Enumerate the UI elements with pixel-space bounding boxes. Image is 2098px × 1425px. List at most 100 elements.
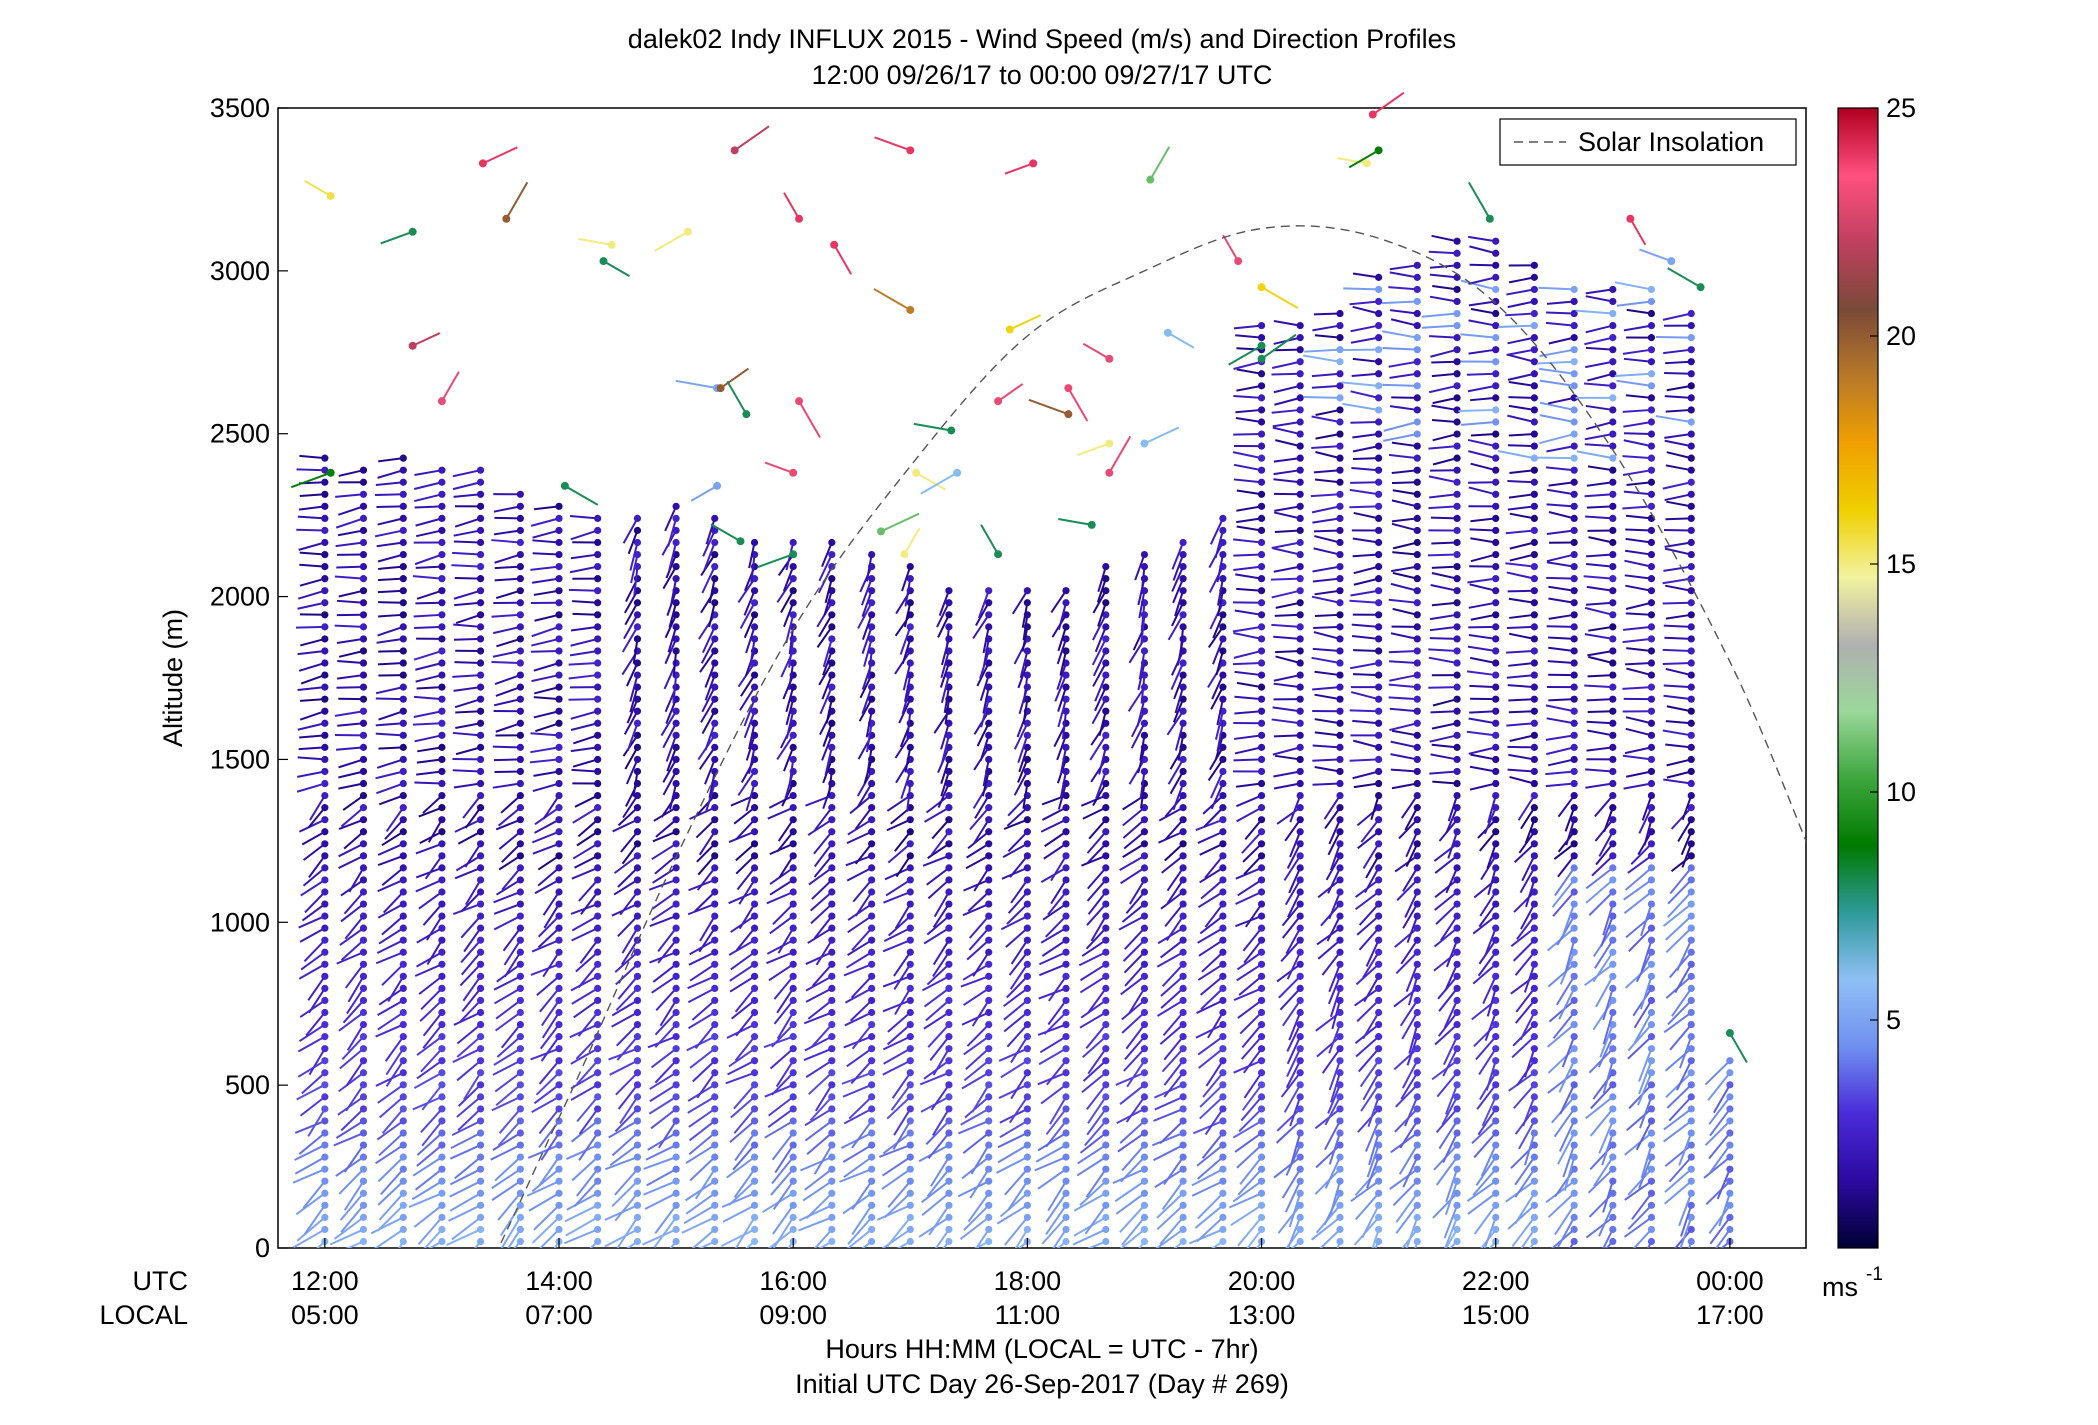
wind-barb-tail [1708, 1204, 1731, 1234]
wind-barb-tail [1382, 383, 1418, 387]
wind-barb-tail [448, 1204, 482, 1222]
wind-barb-tail [919, 1071, 950, 1086]
wind-barb-tail [1086, 903, 1107, 926]
wind-barb-point [1102, 1081, 1110, 1089]
wind-barb-point [1492, 563, 1500, 571]
wind-barb-point [1570, 346, 1578, 354]
wind-barb-tail [1081, 854, 1107, 867]
wind-barb-point [1023, 828, 1031, 836]
wind-barb-point [1102, 1008, 1110, 1017]
wind-barb-tail [1623, 357, 1652, 363]
scattered-barb-tail [505, 181, 529, 220]
wind-barb-tail [1169, 770, 1184, 795]
wind-barb-point [672, 876, 680, 884]
wind-barb-point [1102, 864, 1110, 872]
wind-barb-point [1570, 1141, 1578, 1149]
wind-barb-point [1647, 346, 1656, 354]
wind-barb-tail [973, 819, 990, 844]
wind-barb-point [1530, 948, 1538, 956]
wind-barb-point [1413, 707, 1421, 715]
wind-barb-tail [704, 662, 716, 688]
wind-barb-tail [571, 987, 599, 1005]
wind-barb-point [321, 1105, 329, 1113]
wind-barb-point [399, 1129, 407, 1137]
wind-barb-tail [1389, 674, 1418, 682]
wind-barb-tail [1091, 638, 1107, 666]
wind-barb-tail [1365, 1120, 1380, 1152]
wind-barb-point [1023, 719, 1031, 727]
wind-barb-point [750, 1093, 759, 1101]
wind-barb-point [828, 538, 836, 547]
wind-barb-point [1179, 912, 1187, 920]
wind-barb-point [476, 1033, 485, 1041]
wind-barb-tail [1427, 553, 1458, 557]
wind-barb-point [1647, 1153, 1656, 1161]
wind-barb-tail [1125, 891, 1146, 914]
wind-barb-point [1219, 1117, 1227, 1125]
wind-barb-point [438, 900, 446, 908]
wind-barb-tail [698, 927, 716, 953]
wind-barb-tail [413, 710, 443, 719]
wind-barb-tail [645, 1144, 677, 1161]
wind-barb-tail [1585, 562, 1613, 568]
wind-barb-point [1687, 779, 1695, 788]
wind-barb-point [750, 683, 759, 691]
wind-barb-tail [1508, 632, 1535, 640]
wind-barb-point [1453, 406, 1461, 414]
wind-barb-tail [1555, 975, 1576, 1006]
wind-barb-point [1492, 707, 1500, 715]
wind-barb-point [476, 611, 485, 619]
wind-barb-point [1296, 960, 1304, 968]
wind-barb-tail [1546, 503, 1575, 508]
wind-barb-point [1336, 912, 1344, 920]
scattered-barb-tail [603, 260, 630, 277]
wind-barb-point [1609, 996, 1617, 1005]
wind-barb-tail [1314, 613, 1341, 617]
wind-barb-point [1453, 1213, 1461, 1221]
wind-barb-point [476, 719, 485, 727]
wind-barb-point [1609, 1117, 1617, 1125]
wind-barb-point [1453, 1117, 1461, 1125]
wind-barb-point [1570, 297, 1578, 306]
wind-barb-tail [894, 734, 912, 759]
wind-barb-tail [1204, 1108, 1224, 1136]
wind-barb-tail [500, 794, 522, 814]
wind-barb-tail [378, 1132, 404, 1157]
wind-barb-tail [1086, 843, 1107, 864]
wind-barb-tail [464, 843, 482, 868]
wind-barb-point [868, 936, 876, 944]
wind-barb-tail [810, 1023, 833, 1049]
wind-barb-point [789, 1033, 797, 1041]
wind-barb-point [1609, 900, 1617, 908]
wind-barb-tail [297, 601, 326, 610]
wind-barb-tail [1467, 438, 1496, 448]
wind-barb-tail [1174, 686, 1185, 714]
wind-barb-point [359, 791, 368, 800]
wind-barb-point [438, 996, 446, 1005]
wind-barb-tail [861, 626, 873, 654]
wind-barb-point [1102, 840, 1110, 848]
wind-barb-tail [650, 1108, 677, 1130]
wind-barb-point [555, 791, 563, 800]
wind-barb-tail [1273, 320, 1301, 327]
wind-barb-point [672, 647, 680, 655]
wind-barb-tail [893, 1108, 912, 1136]
wind-barb-tail [1002, 842, 1028, 858]
wind-barb-tail [1285, 1060, 1302, 1089]
wind-barb-tail [1315, 433, 1341, 440]
wind-barb-tail [1211, 1240, 1224, 1248]
wind-barb-point [1726, 1141, 1734, 1149]
wind-barb-point [828, 876, 836, 884]
wind-barb-tail [1171, 602, 1184, 627]
wind-profile [1189, 514, 1227, 1248]
wind-barb-point [711, 1129, 719, 1137]
wind-barb-tail [816, 626, 833, 648]
wind-barb-tail [460, 915, 482, 939]
wind-barb-point [1179, 1057, 1187, 1065]
wind-barb-tail [1585, 404, 1613, 411]
wind-barb-tail [1513, 843, 1536, 864]
wind-barb-point [1179, 888, 1187, 896]
wind-barb-tail [1681, 795, 1693, 821]
wind-barb-point [516, 900, 524, 908]
wind-barb-tail [498, 854, 521, 871]
